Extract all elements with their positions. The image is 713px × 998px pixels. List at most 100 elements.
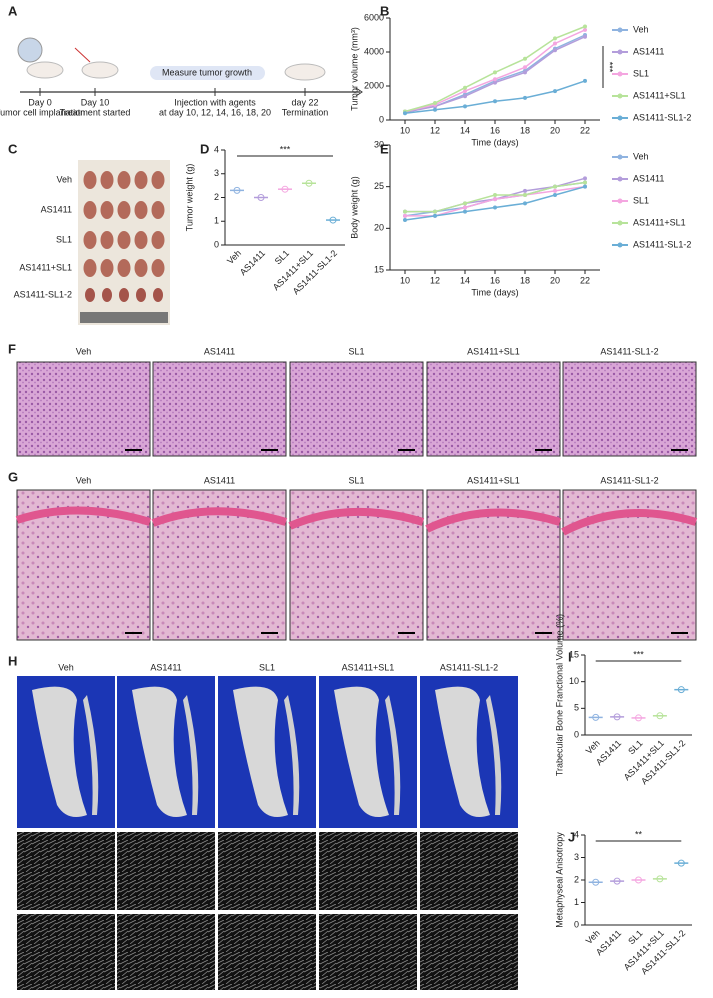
point (523, 56, 527, 61)
panel-label: D (200, 141, 209, 156)
x-tick-label: 18 (520, 125, 530, 135)
point (553, 89, 557, 94)
mean-point (592, 713, 600, 721)
ct-slice (319, 914, 417, 990)
y-axis-label: Metaphyseal Anisotropy (554, 832, 564, 928)
bone-band (288, 508, 425, 530)
group-label: Veh (58, 662, 74, 672)
mean-point (635, 714, 642, 722)
point (493, 80, 497, 85)
x-tick-label: AS1411 (238, 248, 267, 277)
panel-label: H (8, 653, 17, 668)
group-label: SL1 (348, 475, 364, 485)
timeline-text: Day 0 (28, 97, 52, 107)
ct-slice (420, 832, 518, 910)
bone-3d (435, 686, 490, 818)
bone-3d (284, 695, 300, 815)
y-tick-label: 0 (574, 729, 579, 739)
group-label: AS1411+SL1 (19, 262, 72, 272)
timeline-text: Measure tumor growth (162, 67, 252, 77)
x-tick-label: AS1411-SL1-2 (291, 248, 339, 296)
point (403, 209, 407, 214)
timeline-text: day 22 (291, 97, 318, 107)
timeline: Day 0 Tumor cell implanation Day 10 Trea… (0, 37, 363, 117)
point (493, 77, 497, 82)
ct-slice (17, 832, 115, 910)
legend-label: AS1411 (633, 173, 664, 183)
series-line (404, 25, 586, 113)
y-tick-label: 15 (374, 264, 384, 274)
point (463, 205, 467, 210)
y-tick-label: 0 (574, 919, 579, 929)
group-label: Veh (56, 174, 72, 184)
he-image (16, 361, 151, 457)
bone-3d (132, 686, 187, 818)
y-tick-label: 2 (214, 192, 219, 202)
y-axis-label: Body weight (g) (349, 176, 359, 239)
x-tick-label: 12 (430, 125, 440, 135)
bone-band (151, 507, 288, 527)
panel-label: G (8, 469, 18, 484)
tumor (102, 288, 112, 302)
annotation: *** (280, 144, 291, 154)
x-tick-label: 16 (490, 125, 500, 135)
ct-slice (17, 914, 115, 990)
ruler (80, 312, 168, 323)
legend-label: AS1411-SL1-2 (633, 112, 691, 122)
legend-marker (617, 176, 623, 182)
y-tick-label: 4000 (364, 46, 384, 56)
y-axis-label: Tumor volume (mm³) (349, 27, 359, 111)
mean-point (329, 216, 337, 224)
tumor (83, 171, 97, 189)
group-label: AS1411-SL1-2 (440, 662, 498, 672)
mean-point (233, 186, 241, 194)
bone-3d (334, 686, 389, 818)
group-label: AS1411 (150, 662, 181, 672)
point (463, 209, 467, 214)
point (553, 184, 557, 189)
group-label: AS1411 (204, 475, 235, 485)
mean-point (677, 686, 685, 694)
tumor (117, 201, 131, 219)
y-tick-label: 10 (569, 676, 579, 686)
point (403, 213, 407, 218)
point (523, 193, 527, 197)
he-image (426, 361, 561, 457)
x-tick-label: 22 (580, 275, 590, 285)
ct-slice (117, 914, 215, 990)
bone-band (15, 506, 152, 526)
ct-slice (420, 914, 518, 990)
tumor (151, 201, 165, 219)
y-tick-label: 1 (214, 216, 219, 226)
x-axis-label: Time (days) (471, 287, 518, 297)
x-tick-label: SL1 (626, 928, 644, 946)
point (493, 193, 497, 197)
y-tick-label: 5 (574, 703, 579, 713)
series-line (404, 185, 586, 221)
y-tick-label: 2 (574, 874, 579, 884)
x-tick-label: 10 (400, 125, 410, 135)
group-label: SL1 (56, 234, 72, 244)
tumor (100, 201, 114, 219)
group-label: AS1411-SL1-2 (14, 289, 72, 299)
y-tick-label: 0 (214, 239, 219, 249)
timeline-text: Day 10 (81, 97, 110, 107)
mean-point (592, 878, 600, 886)
point (463, 94, 467, 99)
bone-3d (233, 686, 288, 818)
point (553, 188, 557, 193)
point (493, 197, 497, 202)
legend-marker (617, 154, 623, 160)
point (493, 99, 497, 104)
point (583, 78, 587, 83)
legend-marker (617, 49, 623, 55)
y-tick-label: 4 (214, 144, 219, 154)
annotation: *** (633, 649, 644, 659)
point (523, 95, 527, 100)
ct-slice (117, 832, 215, 910)
point (523, 188, 527, 193)
group-label: SL1 (348, 346, 364, 356)
tumor (134, 259, 148, 277)
group-label: AS1411-SL1-2 (600, 346, 658, 356)
series-line (404, 80, 586, 114)
